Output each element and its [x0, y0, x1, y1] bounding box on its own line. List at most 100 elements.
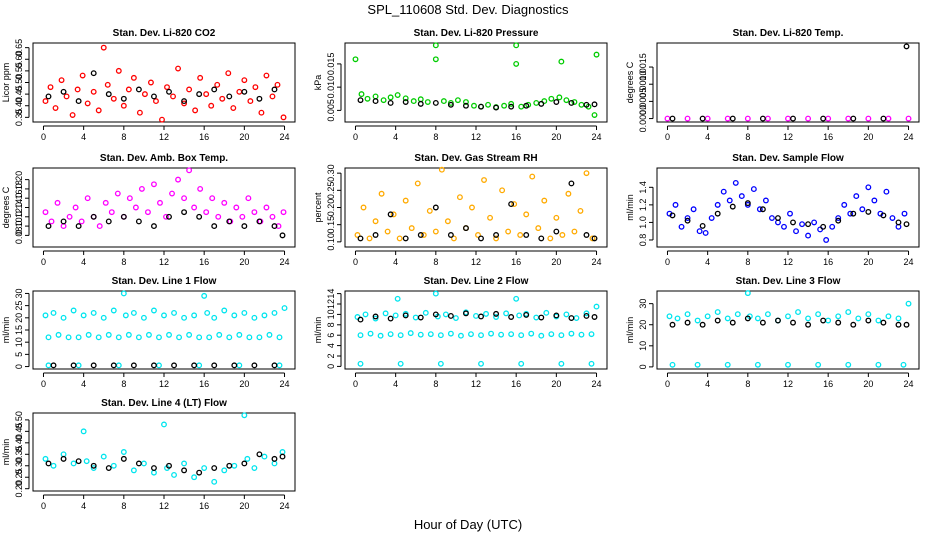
- data-point: [90, 465, 97, 472]
- data-point: [759, 115, 766, 122]
- data-point: [115, 362, 122, 369]
- data-point: [258, 109, 265, 116]
- data-point: [432, 99, 439, 106]
- data-point: [850, 115, 857, 122]
- data-point: [699, 222, 706, 229]
- data-point: [865, 317, 872, 324]
- x-tick-label: 4: [705, 379, 710, 389]
- x-tick-label: 16: [199, 501, 209, 511]
- data-point: [274, 81, 281, 88]
- data-point: [714, 210, 721, 217]
- data-point: [699, 321, 706, 328]
- data-point: [211, 223, 218, 230]
- data-point: [151, 181, 157, 188]
- data-point: [50, 362, 57, 369]
- data-point: [246, 334, 253, 341]
- y-tick-label: 0.55: [14, 62, 24, 80]
- series-2: [357, 180, 598, 242]
- data-point: [78, 218, 85, 225]
- y-tick-label: 0.35: [14, 446, 24, 464]
- plot-frame: [344, 290, 608, 370]
- data-point: [358, 91, 365, 98]
- series-2: [669, 43, 910, 122]
- y-tick-label: 8: [326, 322, 336, 327]
- data-point: [548, 95, 555, 102]
- data-point: [583, 101, 590, 108]
- data-point: [120, 290, 127, 297]
- data-point: [206, 334, 213, 341]
- data-point: [263, 204, 270, 211]
- data-point: [805, 232, 812, 239]
- x-tick-label: 0: [41, 501, 46, 511]
- data-point: [820, 115, 827, 122]
- data-point: [571, 99, 578, 105]
- data-point: [823, 237, 830, 243]
- data-point: [241, 412, 248, 419]
- data-point: [175, 65, 182, 72]
- data-point: [197, 185, 204, 192]
- data-point: [729, 115, 736, 122]
- data-point: [397, 360, 404, 367]
- data-point: [478, 360, 484, 367]
- data-point: [903, 321, 910, 328]
- y-tick-label: 0: [14, 364, 24, 369]
- x-tick-label: 12: [783, 257, 793, 267]
- data-point: [835, 215, 842, 221]
- data-point: [70, 307, 77, 314]
- x-tick-label: 8: [745, 379, 750, 389]
- data-point: [136, 109, 143, 116]
- x-tick-label: 24: [904, 257, 914, 267]
- data-point: [905, 115, 912, 122]
- data-point: [352, 56, 359, 63]
- data-point: [181, 460, 188, 467]
- data-point: [568, 315, 575, 321]
- x-tick-label: 12: [159, 257, 169, 267]
- data-point: [493, 310, 500, 317]
- data-point: [493, 232, 500, 238]
- data-point: [181, 100, 188, 107]
- data-point: [135, 334, 142, 341]
- data-point: [47, 84, 54, 91]
- y-tick-label: 20: [638, 320, 648, 330]
- data-point: [664, 115, 671, 122]
- data-point: [815, 361, 822, 368]
- data-point: [221, 199, 228, 206]
- y-tick-label: 0.60: [14, 50, 24, 68]
- data-point: [140, 314, 147, 321]
- data-point: [276, 334, 283, 341]
- data-point: [407, 330, 414, 337]
- y-tick-label: 0.18: [14, 180, 24, 198]
- data-point: [135, 460, 142, 467]
- data-point: [835, 319, 842, 326]
- panel-title: Stan. Dev. Line 3 Flow: [736, 276, 841, 287]
- data-point: [271, 455, 278, 462]
- y-tick-label: 1.2: [638, 199, 648, 212]
- data-point: [219, 95, 226, 102]
- x-tick-label: 24: [904, 132, 914, 142]
- data-point: [120, 455, 127, 462]
- data-point: [578, 331, 585, 338]
- data-point: [447, 99, 454, 106]
- data-point: [69, 112, 76, 118]
- data-point: [583, 313, 590, 319]
- data-point: [724, 315, 731, 322]
- data-point: [841, 201, 848, 208]
- panel-title: Stan. Dev. Li-820 Pressure: [414, 28, 539, 39]
- data-point: [211, 478, 218, 485]
- x-tick-label: 16: [823, 132, 833, 142]
- data-point: [60, 218, 67, 225]
- data-point: [563, 97, 570, 104]
- data-point: [535, 225, 542, 232]
- data-point: [362, 311, 369, 318]
- data-point: [820, 223, 827, 230]
- series-2: [669, 315, 910, 328]
- data-point: [90, 362, 97, 369]
- y-tick-label: 0.010: [326, 76, 336, 99]
- panel-3: Stan. Dev. Li-820 Temp. 0 4 8 12 16 20 24 0.0000…: [625, 28, 920, 142]
- data-point: [901, 210, 908, 217]
- data-point: [523, 211, 530, 218]
- data-point: [115, 334, 122, 341]
- plot-frame: [32, 167, 296, 248]
- y-tick-label: 0.12: [14, 208, 24, 226]
